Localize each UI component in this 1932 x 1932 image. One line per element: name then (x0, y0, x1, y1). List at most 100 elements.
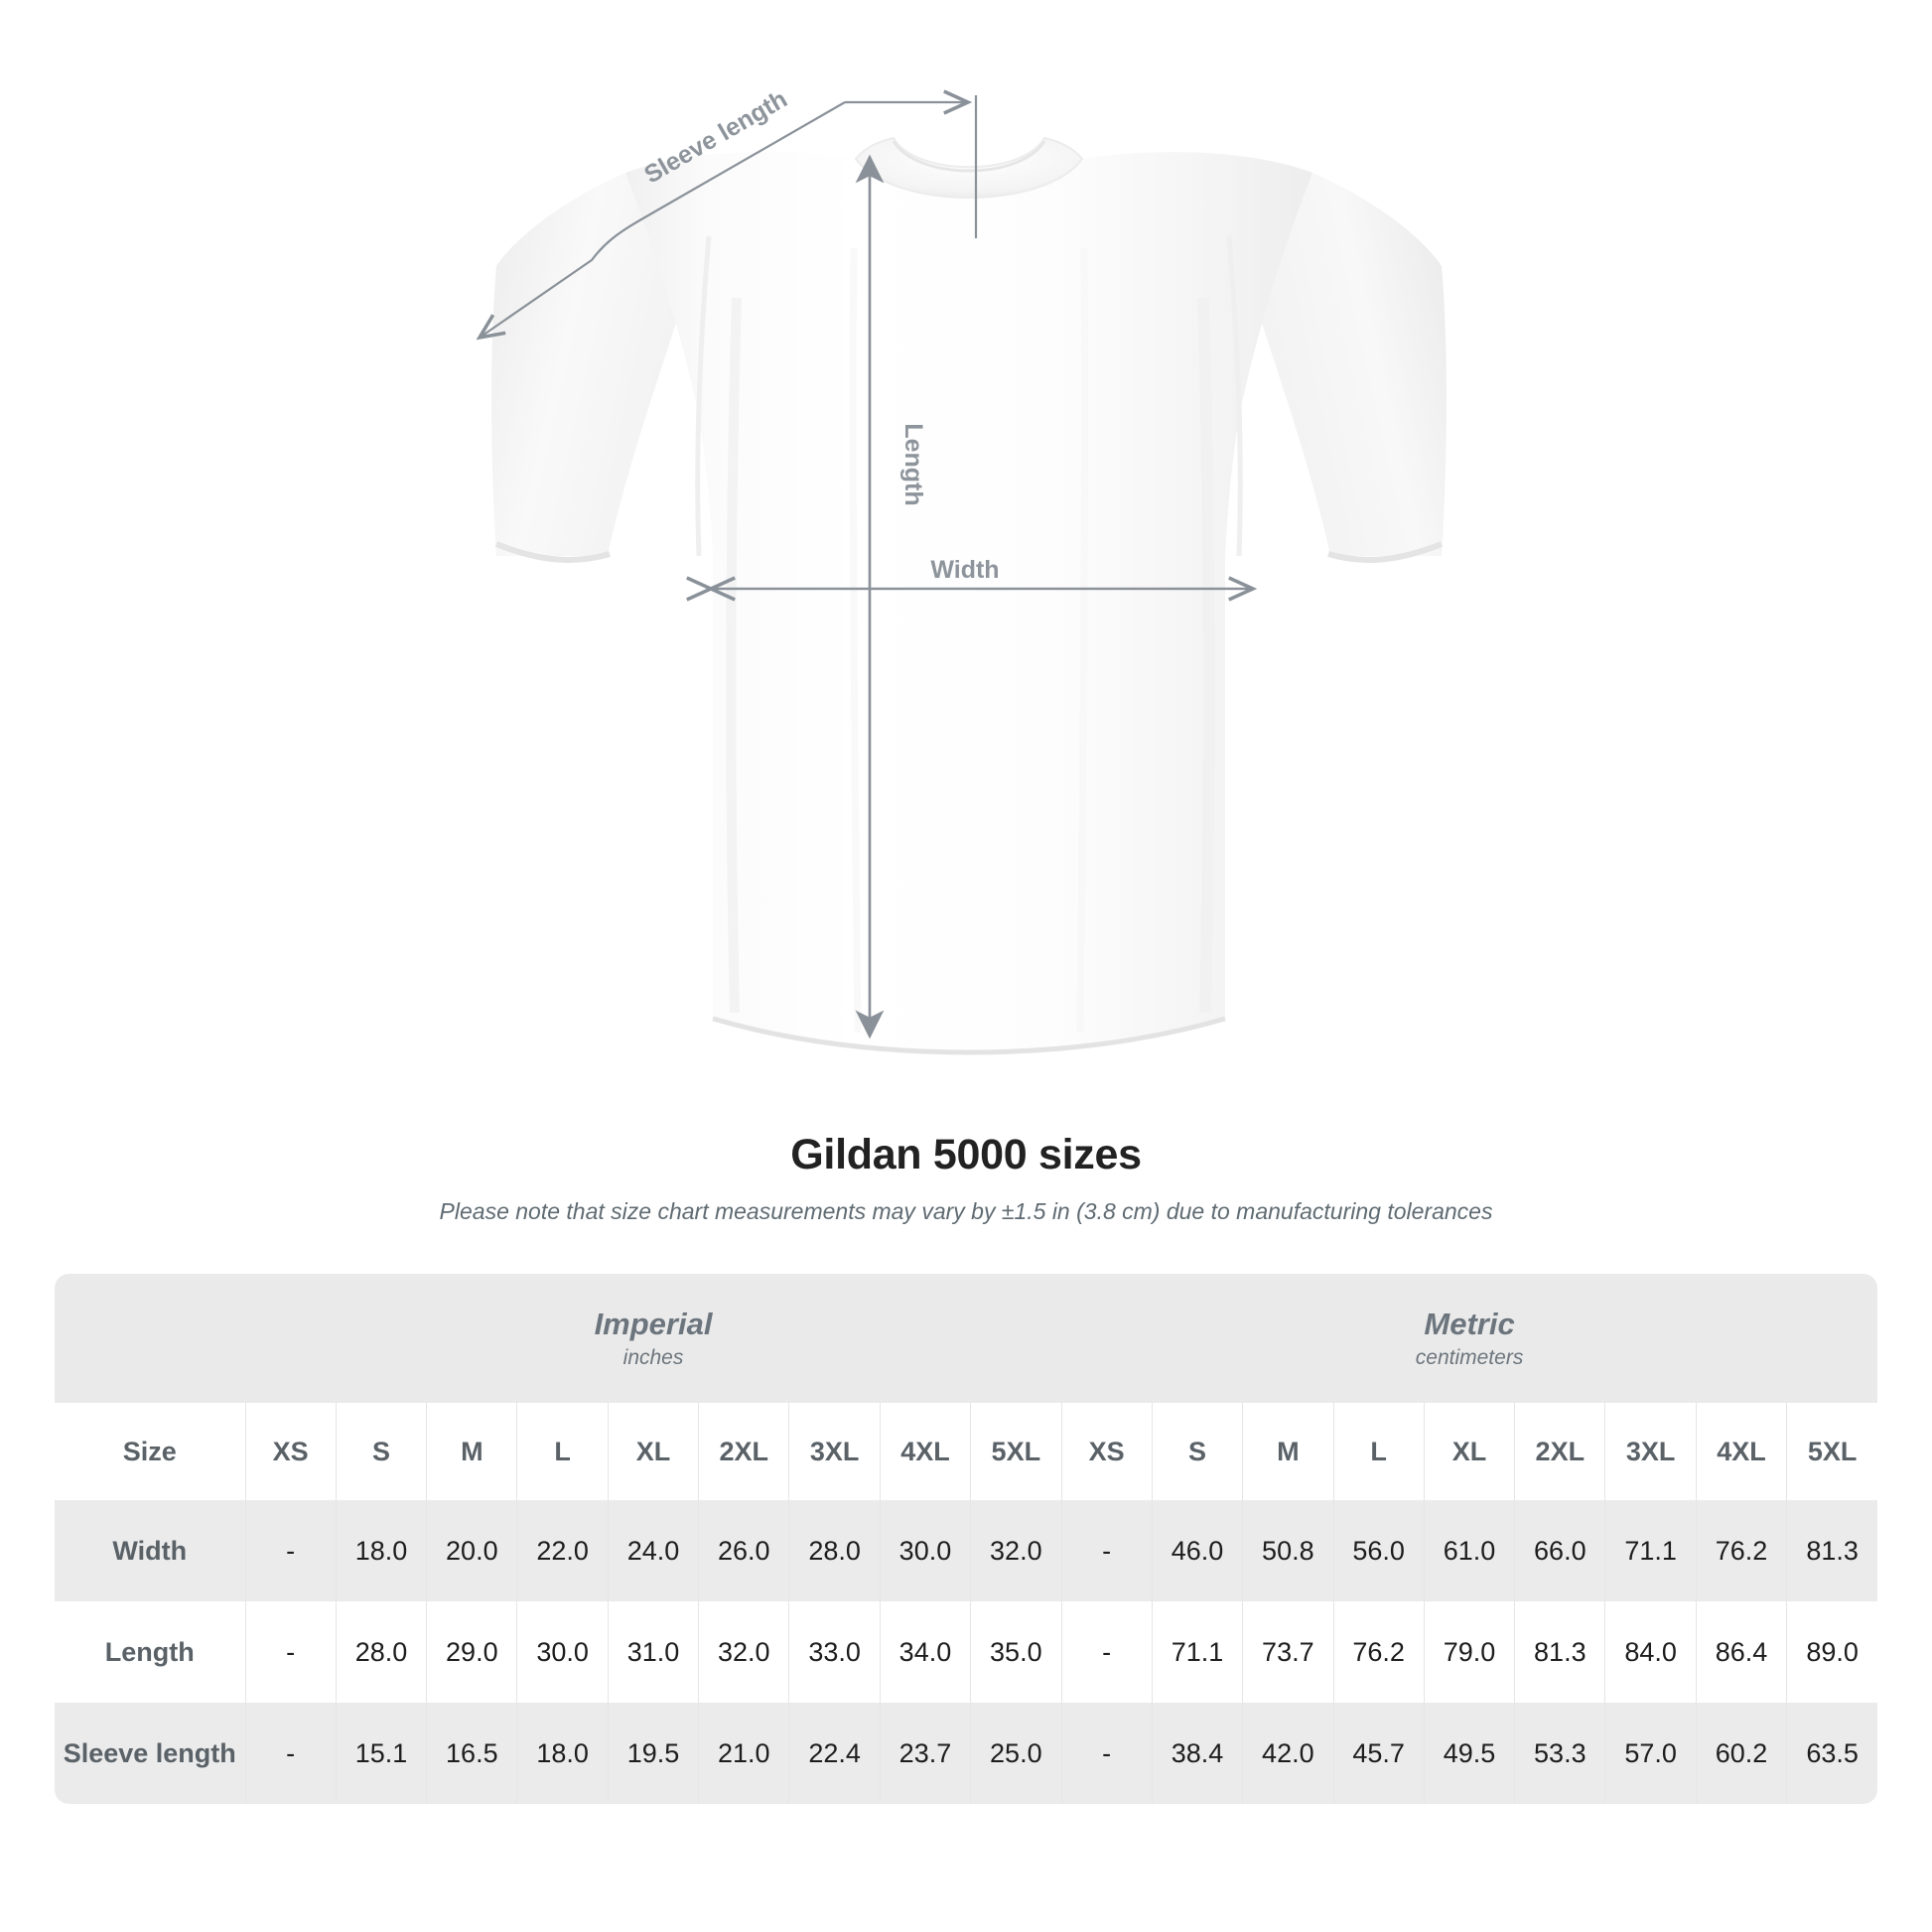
cell-sleeve-length-metric-2xl: 53.3 (1514, 1703, 1605, 1804)
size-header-imperial-m: M (426, 1403, 517, 1500)
cell-width-imperial-m: 20.0 (426, 1500, 517, 1601)
cell-length-metric-l: 76.2 (1332, 1601, 1425, 1703)
cell-width-imperial-l: 22.0 (516, 1500, 609, 1601)
unit-sub-metric: centimeters (1415, 1345, 1524, 1369)
size-header-metric-4xl: 4XL (1695, 1403, 1787, 1500)
size-header-metric-s: S (1151, 1403, 1243, 1500)
size-header-imperial-2xl: 2XL (698, 1403, 789, 1500)
cell-length-imperial-3xl: 33.0 (788, 1601, 881, 1703)
size-chart-table: Imperial inches Metric centimeters Size X… (55, 1274, 1877, 1804)
cell-width-metric-l: 56.0 (1332, 1500, 1425, 1601)
table-row: Length -28.0 29.0 30.0 31.0 32.0 33.0 34.0 35.0-… (55, 1601, 1877, 1703)
row-label-sleeve-length: Sleeve length (55, 1703, 245, 1804)
cell-length-imperial-2xl: 32.0 (698, 1601, 789, 1703)
unit-corner-cell (55, 1274, 245, 1403)
cell-width-imperial-2xl: 26.0 (698, 1500, 789, 1601)
collar (854, 136, 1084, 199)
cell-sleeve-length-metric-xs: - (1060, 1703, 1153, 1804)
cell-sleeve-length-imperial-l: 18.0 (516, 1703, 609, 1804)
cell-sleeve-length-imperial-xs: - (244, 1703, 337, 1804)
tshirt-illustration: Sleeve length Length Width (476, 85, 1447, 1055)
cell-width-imperial-5xl: 32.0 (970, 1500, 1062, 1601)
cell-sleeve-length-imperial-4xl: 23.7 (879, 1703, 971, 1804)
cell-sleeve-length-imperial-2xl: 21.0 (698, 1703, 789, 1804)
size-header-imperial-l: L (516, 1403, 609, 1500)
cell-length-imperial-xs: - (244, 1601, 337, 1703)
cell-length-imperial-s: 28.0 (335, 1601, 427, 1703)
size-header-metric-3xl: 3XL (1604, 1403, 1697, 1500)
size-header-imperial-s: S (335, 1403, 427, 1500)
length-label: Length (899, 423, 927, 505)
cell-length-metric-m: 73.7 (1242, 1601, 1333, 1703)
cell-sleeve-length-metric-4xl: 60.2 (1695, 1703, 1787, 1804)
cell-sleeve-length-imperial-xl: 19.5 (607, 1703, 699, 1804)
cell-length-metric-s: 71.1 (1151, 1601, 1243, 1703)
size-header-metric-xs: XS (1060, 1403, 1153, 1500)
size-header-imperial-xl: XL (607, 1403, 699, 1500)
cell-length-metric-xs: - (1060, 1601, 1153, 1703)
cell-sleeve-length-metric-l: 45.7 (1332, 1703, 1425, 1804)
size-header-metric-l: L (1332, 1403, 1425, 1500)
cell-width-imperial-s: 18.0 (335, 1500, 427, 1601)
title-block: Gildan 5000 sizes Please note that size … (0, 1131, 1932, 1226)
row-label-length: Length (55, 1601, 245, 1703)
cell-width-metric-s: 46.0 (1151, 1500, 1243, 1601)
cell-sleeve-length-metric-m: 42.0 (1242, 1703, 1333, 1804)
cell-width-metric-xs: - (1060, 1500, 1153, 1601)
cell-sleeve-length-metric-3xl: 57.0 (1604, 1703, 1697, 1804)
cell-width-metric-3xl: 71.1 (1604, 1500, 1697, 1601)
cell-length-imperial-m: 29.0 (426, 1601, 517, 1703)
cell-width-metric-m: 50.8 (1242, 1500, 1333, 1601)
cell-sleeve-length-imperial-s: 15.1 (335, 1703, 427, 1804)
unit-group-metric: Metric centimeters (1061, 1274, 1877, 1403)
size-header-imperial-5xl: 5XL (970, 1403, 1062, 1500)
size-table-wrapper: Imperial inches Metric centimeters Size X… (55, 1274, 1877, 1804)
cell-width-metric-4xl: 76.2 (1695, 1500, 1787, 1601)
unit-header-row: Imperial inches Metric centimeters (55, 1274, 1877, 1403)
cell-width-imperial-xl: 24.0 (607, 1500, 699, 1601)
cell-length-imperial-4xl: 34.0 (879, 1601, 971, 1703)
page-subtitle: Please note that size chart measurements… (439, 1198, 1493, 1225)
size-header-imperial-4xl: 4XL (879, 1403, 971, 1500)
cell-width-imperial-xs: - (244, 1500, 337, 1601)
cell-length-metric-xl: 79.0 (1423, 1601, 1515, 1703)
cell-width-metric-5xl: 81.3 (1786, 1500, 1877, 1601)
row-label-width: Width (55, 1500, 245, 1601)
table-row: Width -18.0 20.0 22.0 24.0 26.0 28.0 30.0 32.0-4… (55, 1500, 1877, 1601)
cell-width-metric-xl: 61.0 (1423, 1500, 1515, 1601)
cell-length-metric-2xl: 81.3 (1514, 1601, 1605, 1703)
cell-length-imperial-xl: 31.0 (607, 1601, 699, 1703)
bottom-hem (712, 1016, 1226, 1055)
table-row: Sleeve length -15.1 16.5 18.0 19.5 21.0 22.4 23… (55, 1703, 1877, 1804)
cell-sleeve-length-metric-5xl: 63.5 (1786, 1703, 1877, 1804)
size-header-metric-5xl: 5XL (1786, 1403, 1877, 1500)
unit-sub-imperial: inches (622, 1345, 684, 1369)
unit-group-imperial: Imperial inches (245, 1274, 1062, 1403)
cell-sleeve-length-metric-xl: 49.5 (1423, 1703, 1515, 1804)
tshirt-measurement-diagram: Sleeve length Length Width (476, 85, 1447, 1055)
size-header-label: Size (55, 1403, 245, 1500)
unit-name-metric: Metric (1424, 1306, 1515, 1341)
size-header-imperial-xs: XS (244, 1403, 337, 1500)
cell-length-metric-4xl: 86.4 (1695, 1601, 1787, 1703)
width-label: Width (930, 556, 999, 584)
page-title: Gildan 5000 sizes (790, 1131, 1142, 1178)
size-header-metric-m: M (1242, 1403, 1333, 1500)
size-header-imperial-3xl: 3XL (788, 1403, 881, 1500)
cell-length-metric-5xl: 89.0 (1786, 1601, 1877, 1703)
cell-width-imperial-4xl: 30.0 (879, 1500, 971, 1601)
cell-sleeve-length-imperial-m: 16.5 (426, 1703, 517, 1804)
right-sleeve (1233, 173, 1447, 556)
cell-sleeve-length-imperial-5xl: 25.0 (970, 1703, 1062, 1804)
unit-name-imperial: Imperial (594, 1306, 713, 1341)
cell-width-imperial-3xl: 28.0 (788, 1500, 881, 1601)
cell-width-metric-2xl: 66.0 (1514, 1500, 1605, 1601)
cell-sleeve-length-imperial-3xl: 22.4 (788, 1703, 881, 1804)
cell-length-metric-3xl: 84.0 (1604, 1601, 1697, 1703)
size-header-row: Size XS S M L XL 2XL 3XL 4XL 5XL XS S M L XL 2XL 3XL 4XL 5… (55, 1403, 1877, 1500)
size-header-metric-xl: XL (1423, 1403, 1515, 1500)
width-dimension: Width (686, 556, 1258, 602)
cell-length-imperial-5xl: 35.0 (970, 1601, 1062, 1703)
cell-sleeve-length-metric-s: 38.4 (1151, 1703, 1243, 1804)
